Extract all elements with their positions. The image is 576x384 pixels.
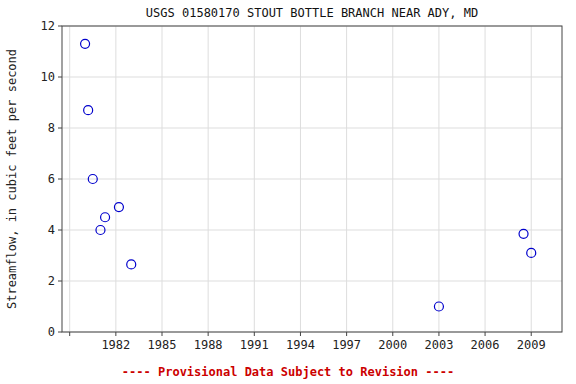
x-tick-label: 2003 <box>424 338 453 352</box>
scatter-point <box>96 226 105 235</box>
y-grid-line <box>62 179 562 180</box>
x-tick-label: 1982 <box>101 338 130 352</box>
x-tick-label: 1994 <box>286 338 315 352</box>
chart-container: 1982 1985 1988 1991 1994 1997 2000 2003 2006 2009… <box>0 0 576 384</box>
y-tick-label: 2 <box>48 274 55 288</box>
y-grid-line <box>62 281 562 282</box>
scatter-point <box>114 203 123 212</box>
y-tick-label: 6 <box>48 172 55 186</box>
scatter-point <box>84 106 93 115</box>
scatter-point <box>101 213 110 222</box>
x-tick-label: 2000 <box>378 338 407 352</box>
chart-svg: 1982 1985 1988 1991 1994 1997 2000 2003 2006 2009… <box>0 0 576 384</box>
x-tick-label: 1991 <box>240 338 269 352</box>
y-tick <box>58 26 62 27</box>
scatter-point <box>519 229 528 238</box>
y-tick <box>58 179 62 180</box>
x-tick <box>300 332 301 336</box>
axes: 1982 1985 1988 1991 1994 1997 2000 2003 2006 2009… <box>41 19 546 352</box>
y-tick-label: 4 <box>48 223 55 237</box>
y-tick-label: 10 <box>41 70 55 84</box>
x-tick <box>392 332 393 336</box>
x-tick <box>115 332 116 336</box>
x-tick <box>208 332 209 336</box>
y-grid-line <box>62 77 562 78</box>
x-tick-label: 1997 <box>332 338 361 352</box>
points <box>81 39 536 311</box>
y-tick <box>58 281 62 282</box>
y-tick-label: 0 <box>48 325 55 339</box>
x-tick-label: 2006 <box>471 338 500 352</box>
background <box>0 0 576 384</box>
x-tick <box>346 332 347 336</box>
grid <box>62 26 562 332</box>
scatter-point <box>81 39 90 48</box>
x-tick <box>531 332 532 336</box>
y-axis-label: Streamflow, in cubic feet per second <box>5 49 19 309</box>
footnote: ---- Provisional Data Subject to Revisio… <box>122 365 454 379</box>
chart-title: USGS 01580170 STOUT BOTTLE BRANCH NEAR A… <box>146 6 478 20</box>
y-tick <box>58 230 62 231</box>
x-tick <box>438 332 439 336</box>
x-tick <box>69 332 70 336</box>
x-tick <box>254 332 255 336</box>
y-grid-line <box>62 128 562 129</box>
y-tick <box>58 77 62 78</box>
x-tick-label: 2009 <box>517 338 546 352</box>
y-tick <box>58 128 62 129</box>
y-tick-label: 12 <box>41 19 55 33</box>
y-tick <box>58 332 62 333</box>
plot-frame <box>62 26 562 332</box>
x-tick <box>485 332 486 336</box>
scatter-point <box>434 302 443 311</box>
scatter-point <box>527 248 536 257</box>
x-tick-label: 1985 <box>148 338 177 352</box>
scatter-point <box>127 260 136 269</box>
scatter-point <box>88 175 97 184</box>
y-grid-line <box>62 230 562 231</box>
x-tick-label: 1988 <box>194 338 223 352</box>
x-tick <box>162 332 163 336</box>
y-tick-label: 8 <box>48 121 55 135</box>
